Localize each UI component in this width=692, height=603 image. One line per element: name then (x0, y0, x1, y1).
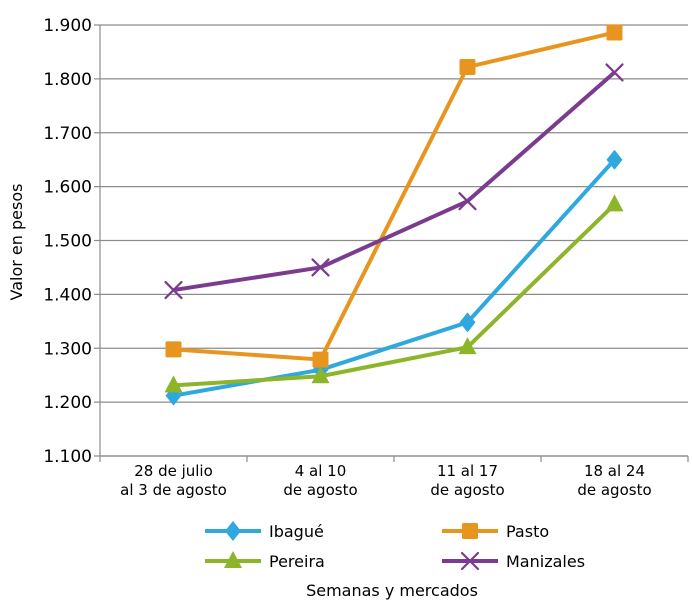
series-line (173, 202, 616, 388)
y-tick-label: 1.200 (43, 393, 92, 413)
y-tick-label: 1.500 (43, 232, 92, 252)
series-line (173, 30, 615, 362)
axes (99, 25, 689, 462)
data-point (225, 521, 241, 541)
x-category-label: de agosto (430, 481, 504, 499)
y-tick-label: 1.700 (43, 124, 92, 144)
legend-item: Ibagué (205, 521, 324, 541)
data-point (605, 63, 624, 82)
x-category-label: al 3 de agosto (120, 481, 227, 499)
legend-label: Pasto (506, 522, 549, 541)
data-point-stroke (458, 192, 477, 211)
x-category-label: 18 al 24 (584, 462, 645, 480)
series-lines (164, 24, 624, 406)
data-point (458, 192, 477, 211)
data-point (224, 551, 242, 568)
y-axis-ticks: 1.100 1.200 1.300 1.400 1.500 1.600 1.700 1.800… (43, 16, 92, 467)
legend-item: Manizales (442, 551, 585, 571)
y-tick-label: 1.600 (43, 178, 92, 198)
data-point (459, 59, 476, 76)
data-point (311, 258, 330, 277)
data-point (165, 341, 182, 358)
legend-label: Ibagué (269, 522, 324, 541)
y-axis-title: Valor en pesos (7, 184, 26, 301)
legend-item: Pereira (205, 551, 325, 571)
series-line (173, 70, 616, 293)
legend-label: Pereira (269, 552, 325, 571)
data-point (312, 351, 329, 368)
data-point (311, 366, 330, 384)
data-point (164, 280, 183, 300)
x-axis-title: Semanas y mercados (306, 581, 478, 600)
data-point-stroke (605, 63, 624, 82)
x-category-label: 28 de julio (134, 462, 213, 480)
legend-item: Pasto (442, 522, 549, 541)
data-point (459, 312, 476, 333)
y-tick-label: 1.400 (43, 285, 92, 305)
data-point (164, 375, 183, 393)
data-point (460, 551, 480, 571)
data-point (462, 523, 478, 539)
data-point-stroke (164, 280, 183, 300)
data-point (606, 149, 623, 170)
y-tick-label: 1.900 (43, 16, 92, 36)
data-point-stroke (460, 551, 480, 571)
x-category-label: de agosto (283, 481, 357, 499)
y-tick-label: 1.300 (43, 339, 92, 359)
legend-label: Manizales (506, 552, 585, 571)
x-category-label: 11 al 17 (437, 462, 498, 480)
x-category-label: de agosto (577, 481, 651, 499)
legend: Ibagué Pasto Pereira Manizales (205, 521, 585, 571)
gridlines (94, 24, 688, 457)
data-point-stroke (311, 258, 330, 277)
data-point (605, 194, 624, 212)
y-tick-label: 1.100 (43, 447, 92, 467)
x-category-label: 4 al 10 (295, 462, 347, 480)
data-point (458, 337, 477, 355)
y-tick-label: 1.800 (43, 70, 92, 90)
data-point (606, 24, 623, 41)
